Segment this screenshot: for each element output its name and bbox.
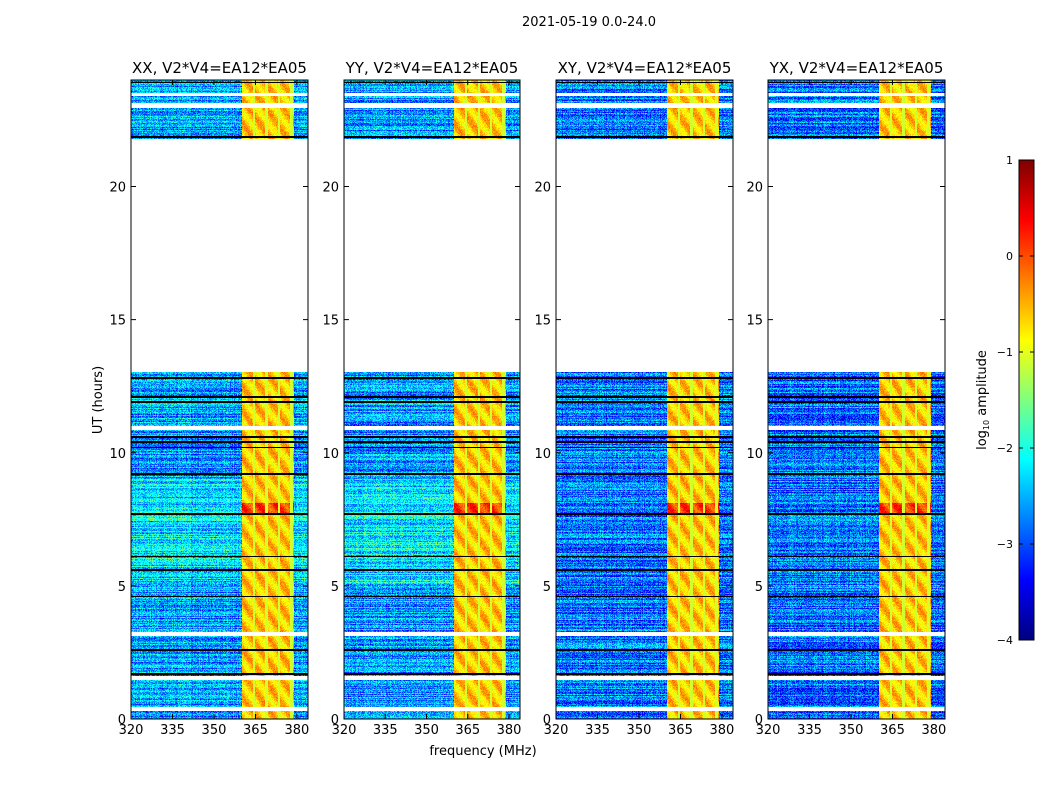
- axes-frame: [130, 79, 309, 720]
- y-tick-label: 15: [534, 314, 551, 329]
- colorbar-tick-label: 0: [1006, 250, 1013, 263]
- y-tick-label: 10: [322, 447, 339, 462]
- panel-title: YX, V2*V4=EA12*EA05: [769, 59, 944, 77]
- heatmap-xy: [556, 80, 733, 719]
- panel-title: XY, V2*V4=EA12*EA05: [558, 59, 732, 77]
- y-tick-label: 20: [746, 181, 763, 196]
- x-tick-label: 365: [455, 723, 480, 738]
- x-tick-label: 365: [668, 723, 693, 738]
- x-tick-label: 335: [797, 723, 822, 738]
- heatmap-xx: [131, 80, 308, 719]
- y-tick-label: 0: [543, 713, 551, 728]
- x-tick-label: 320: [756, 723, 781, 738]
- y-tick-label: 0: [118, 713, 126, 728]
- y-tick-label: 15: [322, 314, 339, 329]
- colorbar-tick-label: −2: [997, 442, 1013, 455]
- y-tick-label: 5: [543, 580, 551, 595]
- y-tick-label: 0: [755, 713, 763, 728]
- colorbar-tick-label: −1: [997, 346, 1013, 359]
- x-tick-label: 350: [414, 723, 439, 738]
- y-tick-label: 10: [109, 447, 126, 462]
- x-tick-label: 365: [243, 723, 268, 738]
- x-tick-label: 380: [922, 723, 947, 738]
- y-tick-label: 10: [534, 447, 551, 462]
- y-tick-label: 15: [109, 314, 126, 329]
- panel-title: XX, V2*V4=EA12*EA05: [132, 59, 307, 77]
- x-tick-label: 380: [285, 723, 310, 738]
- colorbar-tick-label: −4: [997, 634, 1013, 647]
- x-axis-label: frequency (MHz): [429, 744, 536, 759]
- colorbar-label: log10 amplitude: [975, 350, 991, 450]
- y-tick-label: 20: [534, 181, 551, 196]
- axes-frame: [343, 79, 521, 720]
- colorbar: [1019, 160, 1034, 640]
- colorbar-tick-label: 1: [1006, 154, 1013, 167]
- x-tick-label: 350: [839, 723, 864, 738]
- colorbar-frame: [1018, 159, 1035, 641]
- x-tick-label: 320: [332, 723, 357, 738]
- x-tick-label: 380: [497, 723, 522, 738]
- x-tick-label: 380: [710, 723, 735, 738]
- suptitle: 2021-05-19 0.0-24.0: [522, 15, 656, 30]
- x-tick-label: 320: [544, 723, 569, 738]
- y-tick-label: 5: [755, 580, 763, 595]
- x-tick-label: 365: [880, 723, 905, 738]
- y-axis-label: UT (hours): [91, 366, 106, 434]
- y-tick-label: 5: [331, 580, 339, 595]
- x-tick-label: 350: [202, 723, 227, 738]
- y-tick-label: 10: [746, 447, 763, 462]
- x-tick-label: 335: [373, 723, 398, 738]
- y-tick-label: 20: [109, 181, 126, 196]
- y-tick-label: 15: [746, 314, 763, 329]
- axes-frame: [767, 79, 946, 720]
- heatmap-yy: [344, 80, 520, 719]
- y-tick-label: 5: [118, 580, 126, 595]
- x-tick-label: 350: [627, 723, 652, 738]
- axes-frame: [555, 79, 734, 720]
- x-tick-label: 335: [160, 723, 185, 738]
- heatmap-yx: [768, 80, 945, 719]
- colorbar-tick-label: −3: [997, 538, 1013, 551]
- panel-title: YY, V2*V4=EA12*EA05: [345, 59, 519, 77]
- y-tick-label: 0: [331, 713, 339, 728]
- x-tick-label: 335: [585, 723, 610, 738]
- y-tick-label: 20: [322, 181, 339, 196]
- x-tick-label: 320: [119, 723, 144, 738]
